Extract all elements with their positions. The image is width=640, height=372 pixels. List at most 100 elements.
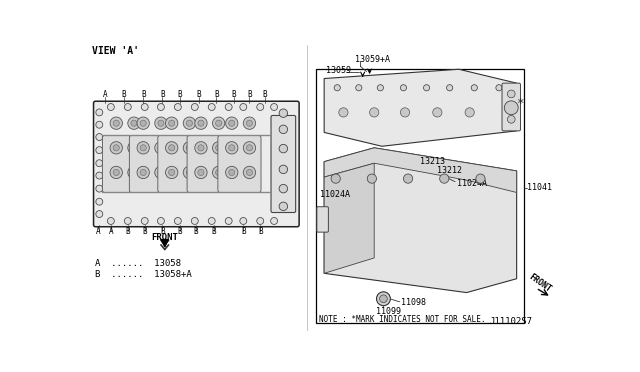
Circle shape	[110, 166, 122, 179]
FancyBboxPatch shape	[129, 135, 172, 192]
Circle shape	[440, 174, 449, 183]
FancyBboxPatch shape	[102, 135, 145, 192]
Ellipse shape	[332, 196, 355, 212]
Circle shape	[225, 103, 232, 110]
Ellipse shape	[467, 211, 484, 223]
Circle shape	[96, 198, 103, 205]
Circle shape	[108, 103, 115, 110]
Ellipse shape	[459, 105, 481, 120]
Ellipse shape	[447, 196, 470, 212]
Circle shape	[155, 166, 167, 179]
Circle shape	[195, 166, 207, 179]
Circle shape	[96, 160, 103, 167]
Circle shape	[496, 85, 502, 91]
FancyBboxPatch shape	[187, 135, 230, 192]
Circle shape	[401, 108, 410, 117]
Polygon shape	[324, 69, 516, 146]
Text: 11098: 11098	[401, 298, 426, 307]
Circle shape	[174, 103, 181, 110]
Circle shape	[158, 120, 164, 126]
FancyBboxPatch shape	[218, 135, 261, 192]
Circle shape	[271, 103, 278, 110]
Circle shape	[216, 169, 221, 176]
Circle shape	[186, 145, 193, 151]
Circle shape	[186, 169, 193, 176]
Circle shape	[198, 169, 204, 176]
Text: A: A	[96, 227, 101, 236]
Circle shape	[471, 85, 477, 91]
Text: *: *	[516, 97, 524, 110]
Circle shape	[174, 218, 181, 224]
Circle shape	[183, 142, 196, 154]
Circle shape	[504, 101, 518, 115]
Circle shape	[216, 120, 221, 126]
Circle shape	[243, 117, 255, 129]
Circle shape	[279, 185, 287, 193]
Circle shape	[257, 103, 264, 110]
Circle shape	[191, 103, 198, 110]
Circle shape	[96, 185, 103, 192]
Ellipse shape	[427, 105, 448, 120]
Ellipse shape	[452, 199, 466, 209]
Circle shape	[243, 142, 255, 154]
Circle shape	[198, 120, 204, 126]
Circle shape	[128, 142, 140, 154]
Text: 11024A: 11024A	[319, 190, 349, 199]
Text: 11024A: 11024A	[456, 179, 486, 188]
Text: A: A	[102, 90, 107, 99]
Circle shape	[240, 103, 247, 110]
Text: B: B	[122, 90, 126, 99]
Circle shape	[447, 85, 452, 91]
Circle shape	[228, 169, 235, 176]
Circle shape	[225, 117, 238, 129]
Circle shape	[279, 165, 287, 174]
Circle shape	[401, 85, 406, 91]
Circle shape	[168, 169, 175, 176]
Text: B  ......  13058+A: B ...... 13058+A	[95, 270, 192, 279]
Circle shape	[195, 117, 207, 129]
Circle shape	[155, 117, 167, 129]
Circle shape	[271, 218, 278, 224]
Circle shape	[186, 120, 193, 126]
Circle shape	[113, 145, 119, 151]
Circle shape	[279, 202, 287, 211]
Circle shape	[157, 218, 164, 224]
Circle shape	[225, 166, 238, 179]
Circle shape	[124, 103, 131, 110]
Circle shape	[246, 120, 253, 126]
Text: 13213: 13213	[420, 157, 445, 166]
Circle shape	[334, 85, 340, 91]
Text: 13059+A: 13059+A	[355, 55, 390, 64]
Circle shape	[113, 120, 119, 126]
Circle shape	[246, 169, 253, 176]
Ellipse shape	[337, 199, 350, 209]
Text: B: B	[141, 90, 145, 99]
Text: VIEW 'A': VIEW 'A'	[92, 46, 140, 56]
Circle shape	[108, 218, 115, 224]
Ellipse shape	[413, 199, 428, 209]
Circle shape	[96, 134, 103, 141]
Bar	[316, 69, 524, 323]
Circle shape	[508, 90, 515, 98]
Circle shape	[356, 85, 362, 91]
Circle shape	[131, 120, 137, 126]
Circle shape	[124, 218, 131, 224]
Text: B: B	[178, 90, 182, 99]
Text: B: B	[258, 227, 262, 236]
Polygon shape	[324, 148, 516, 293]
Ellipse shape	[340, 238, 354, 247]
Ellipse shape	[340, 187, 354, 196]
Circle shape	[243, 166, 255, 179]
FancyBboxPatch shape	[93, 101, 299, 227]
Circle shape	[376, 292, 390, 306]
Circle shape	[157, 103, 164, 110]
Text: J11102S7: J11102S7	[489, 317, 532, 326]
Ellipse shape	[333, 105, 354, 120]
FancyBboxPatch shape	[271, 115, 296, 212]
Circle shape	[212, 166, 225, 179]
Text: A: A	[109, 227, 113, 236]
Circle shape	[225, 142, 238, 154]
Circle shape	[465, 108, 474, 117]
Circle shape	[228, 120, 235, 126]
Circle shape	[155, 142, 167, 154]
